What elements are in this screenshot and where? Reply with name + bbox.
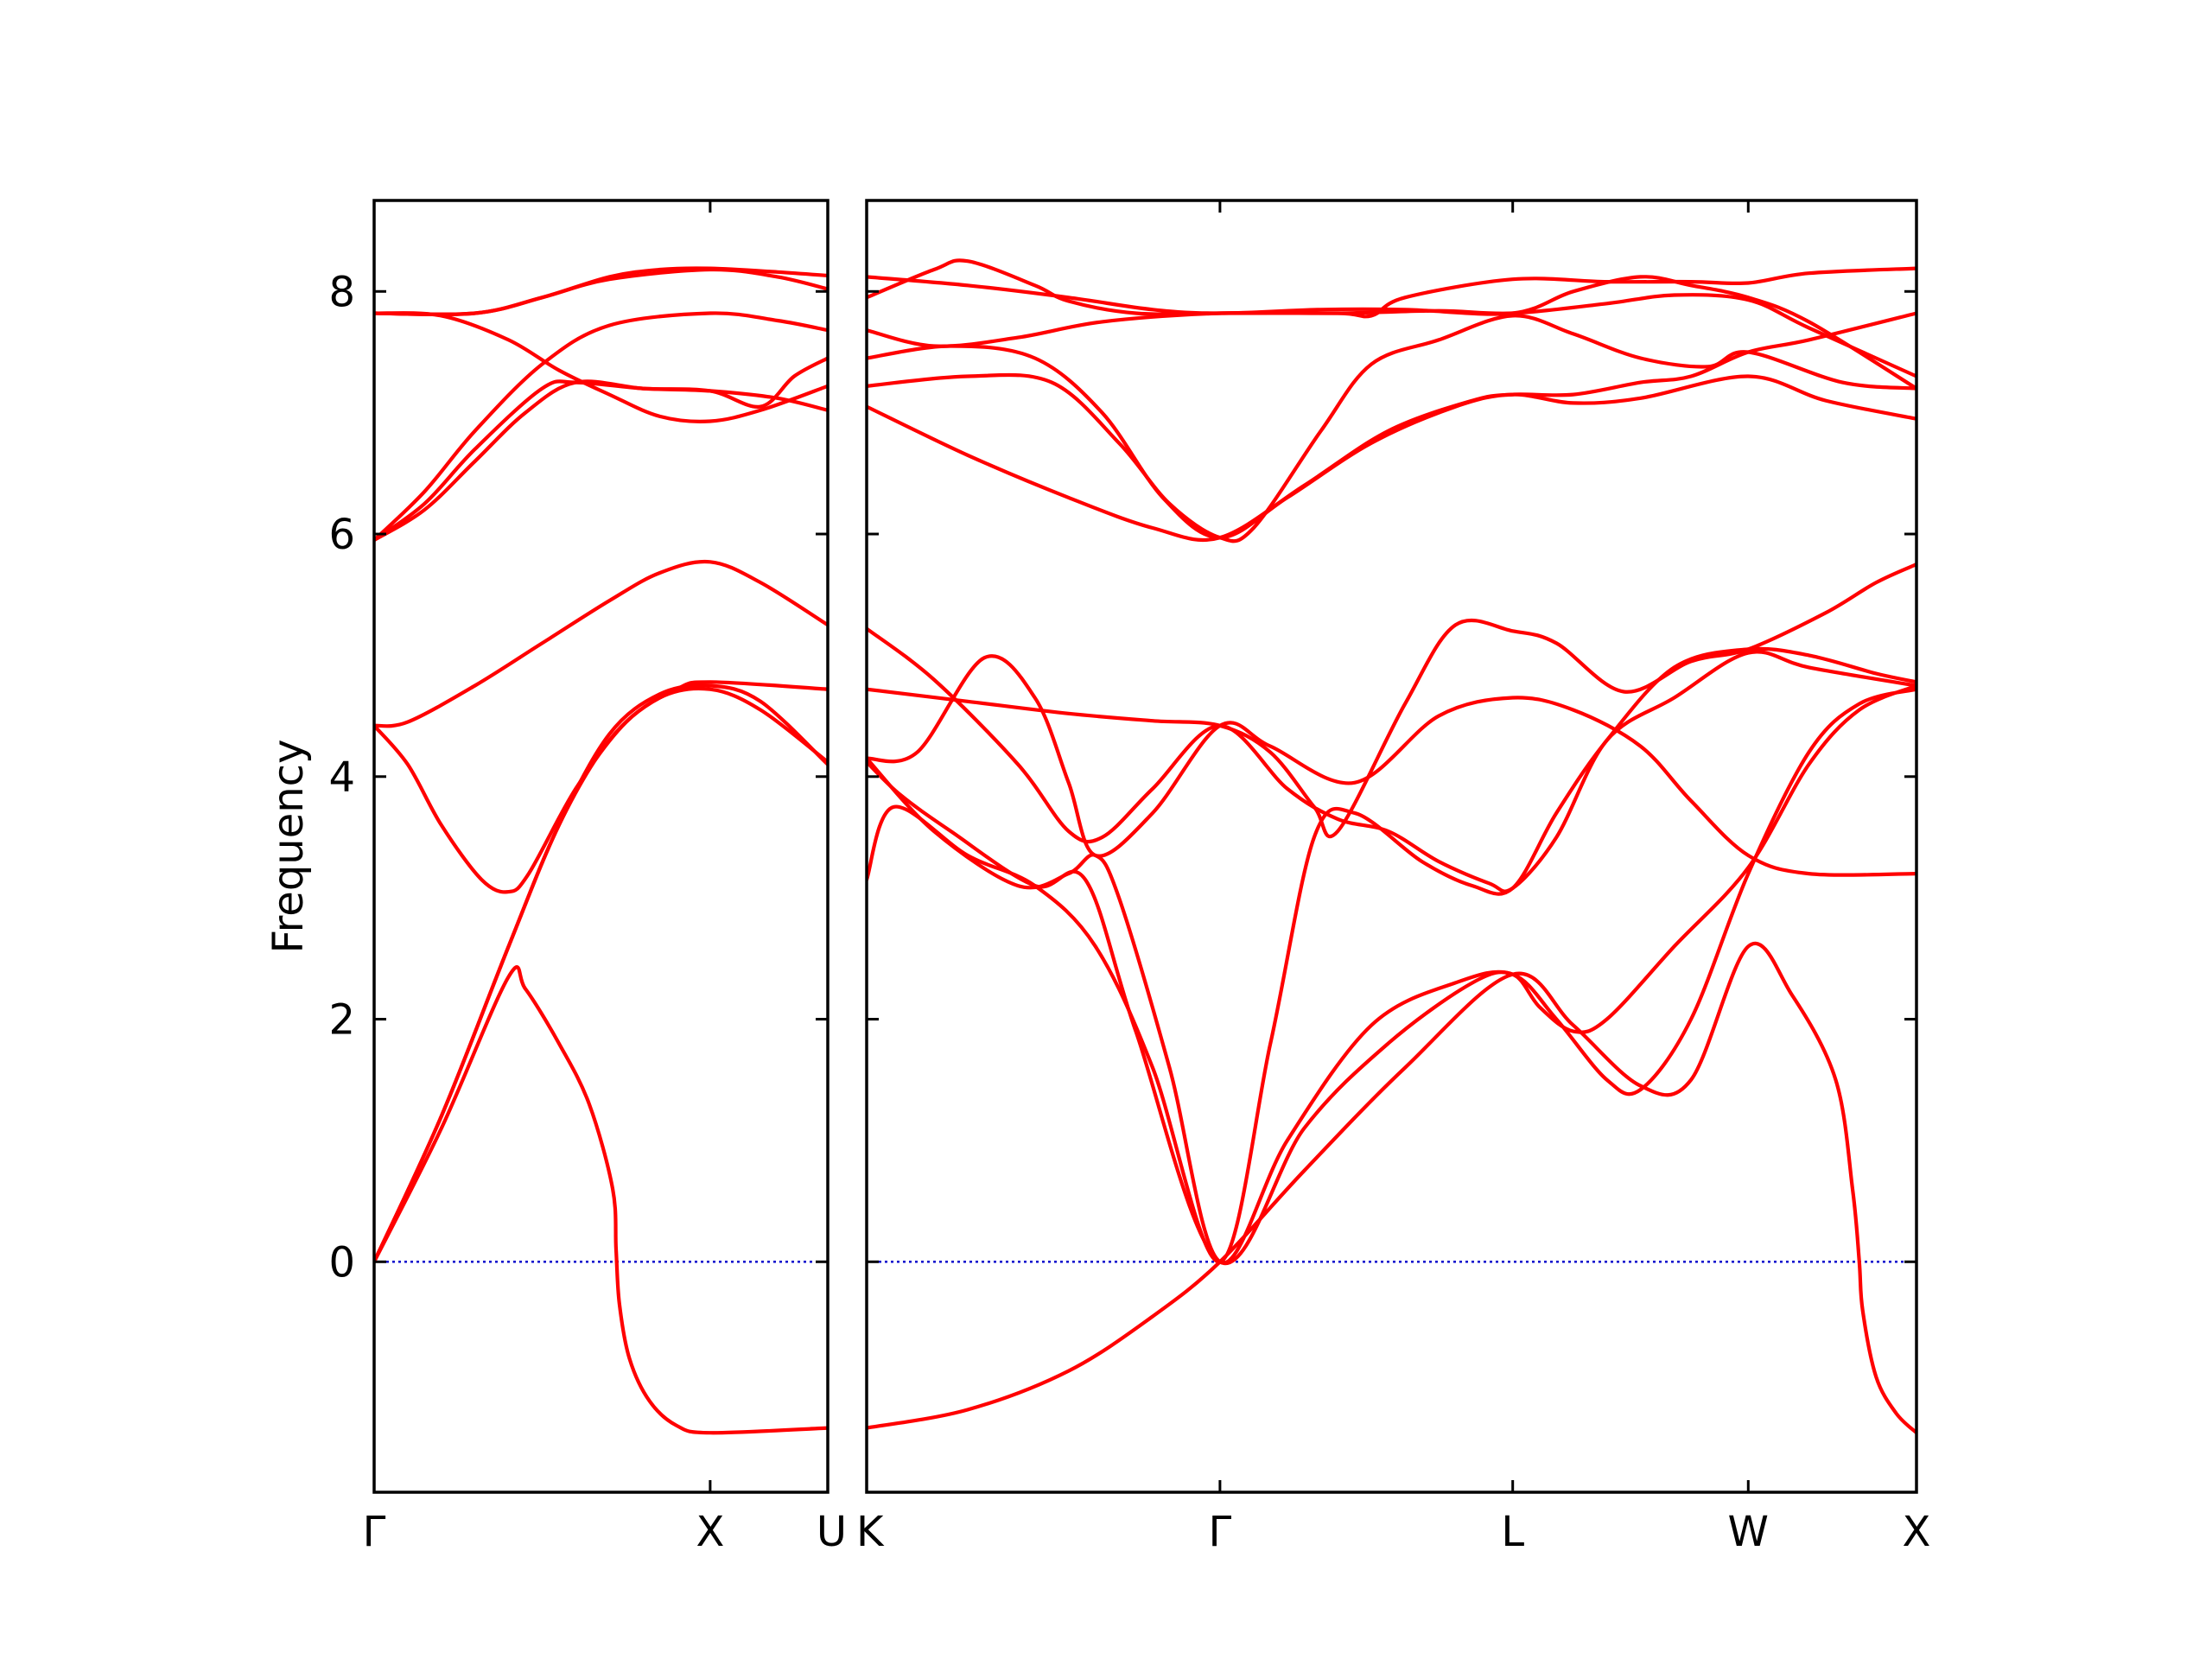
band-line-3 xyxy=(374,686,828,1264)
band-line-4 xyxy=(374,680,828,894)
x-tick-label: K xyxy=(856,1508,885,1556)
x-tick-label: X xyxy=(1903,1508,1931,1556)
band-line-3 xyxy=(867,687,1916,1265)
band-line-13 xyxy=(867,275,1916,391)
y-tick-label: 2 xyxy=(328,996,355,1045)
band-line-9 xyxy=(867,314,1916,543)
x-tick-label: Γ xyxy=(1209,1508,1232,1556)
band-line-9 xyxy=(374,311,828,423)
band-line-7 xyxy=(867,654,1916,877)
band-line-5 xyxy=(867,563,1916,839)
band-line-4 xyxy=(867,683,1916,1266)
panel-frame xyxy=(865,199,1918,1494)
y-tick-label: 8 xyxy=(328,268,355,316)
x-tick-label: Γ xyxy=(363,1508,386,1556)
y-tick-label: 0 xyxy=(328,1238,355,1287)
y-tick-labels: 0 2 4 6 8 xyxy=(328,268,355,1287)
band-series-group xyxy=(374,266,828,1435)
y-tick-label: 4 xyxy=(328,753,355,802)
band-line-10 xyxy=(867,344,1916,540)
x-tick-label: U xyxy=(817,1508,847,1556)
band-line-1 xyxy=(374,965,828,1435)
band-line-5 xyxy=(374,559,828,728)
band-line-7 xyxy=(374,311,828,543)
x-tick-label: X xyxy=(696,1508,724,1556)
x-tick-label: L xyxy=(1501,1508,1524,1556)
band-line-12 xyxy=(867,258,1916,319)
band-line-2 xyxy=(867,646,1916,1264)
band-series-group xyxy=(867,258,1916,1435)
band-line-6 xyxy=(867,626,1916,893)
panel-frame xyxy=(372,199,830,1494)
x-tick-label: W xyxy=(1728,1508,1769,1556)
band-line-11 xyxy=(374,267,828,316)
band-line-8 xyxy=(374,356,828,543)
band-line-1 xyxy=(867,942,1916,1435)
y-tick-label: 6 xyxy=(328,511,355,559)
band-line-2 xyxy=(374,683,828,1264)
y-axis-label: Frequency xyxy=(264,740,313,954)
band-line-11 xyxy=(867,293,1916,378)
band-line-8 xyxy=(867,311,1916,543)
